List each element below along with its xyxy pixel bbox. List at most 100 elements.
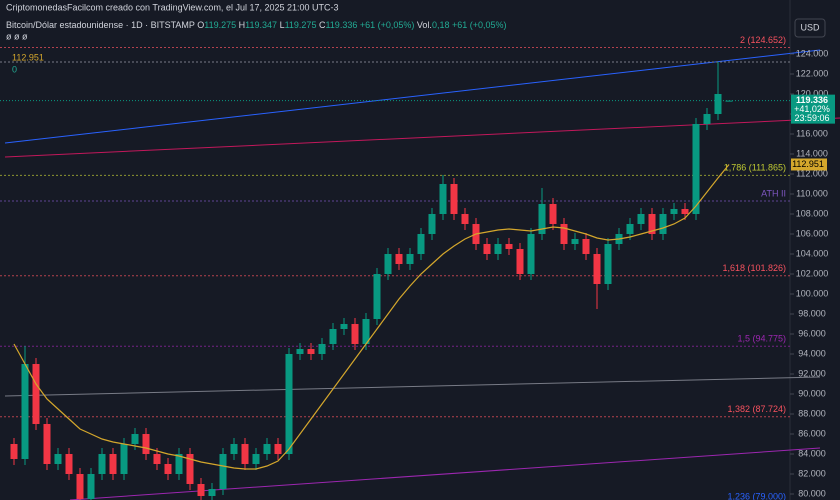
- candle-body: [714, 94, 722, 114]
- candle-body: [417, 234, 425, 254]
- candle-body: [296, 349, 304, 354]
- candle-body: [670, 209, 678, 214]
- candle-body: [131, 434, 139, 444]
- ohlc-value: 119.275: [204, 20, 236, 30]
- candle-body: [626, 224, 634, 234]
- candle-body: [494, 244, 502, 254]
- candle-body: [21, 364, 29, 459]
- candle-body: [604, 244, 612, 284]
- candle-body: [395, 254, 403, 264]
- y-tick-label: 110.000: [796, 188, 828, 198]
- candle-body: [593, 254, 601, 284]
- ohlc-value: 119.336: [325, 20, 357, 30]
- y-tick-label: 106.000: [796, 228, 829, 238]
- y-tick-label: 112.000: [796, 168, 828, 178]
- candle-body: [285, 354, 293, 454]
- ma-box: [791, 158, 827, 171]
- y-tick-label: 102.000: [796, 268, 829, 278]
- candle-body: [65, 454, 73, 474]
- candle-body: [428, 214, 436, 234]
- y-tick-label: 98.000: [798, 308, 826, 318]
- y-tick-label: 108.000: [796, 208, 829, 218]
- candle-body: [516, 249, 524, 274]
- candle-body: [692, 124, 700, 214]
- y-tick-label: 116.000: [796, 128, 828, 138]
- candle-body: [263, 444, 271, 454]
- candle-body: [582, 239, 590, 254]
- candle-body: [87, 474, 95, 499]
- candle-body: [241, 444, 249, 464]
- candle-body: [681, 209, 689, 214]
- y-tick-label: 96.000: [798, 328, 826, 338]
- candle-body: [527, 234, 535, 274]
- candle-body: [384, 254, 392, 274]
- last-change: +41,02%: [794, 104, 830, 114]
- ohlc-key: O: [197, 20, 204, 30]
- candle-body: [450, 184, 458, 214]
- trendline: [4, 376, 821, 397]
- volume-value: 0,18: [432, 20, 450, 30]
- y-tick-label: 104.000: [796, 248, 829, 258]
- candle-body: [659, 214, 667, 234]
- candle-body: [703, 114, 711, 124]
- candle-body: [109, 454, 117, 474]
- trendline: [4, 49, 821, 144]
- candle-body: [164, 464, 172, 474]
- candle-body: [230, 444, 238, 454]
- last-price: 119.336: [796, 95, 828, 105]
- indicator-value: 112.951: [12, 52, 44, 62]
- candle-body: [307, 349, 315, 354]
- candle-body: [142, 434, 150, 454]
- candle-body: [318, 344, 326, 354]
- ohlc-key: C: [319, 20, 326, 30]
- y-tick-label: 82.000: [798, 468, 826, 478]
- candle-body: [76, 474, 84, 499]
- y-tick-label: 120.000: [796, 88, 829, 98]
- symbol: Bitcoin/Dólar estadounidense · 1D · BITS…: [6, 20, 195, 30]
- candle-body: [538, 204, 546, 234]
- trendline: [69, 447, 821, 500]
- candle-body: [351, 324, 359, 344]
- y-tick-label: 86.000: [798, 428, 826, 438]
- candle-body: [373, 274, 381, 319]
- currency-button[interactable]: [794, 18, 826, 38]
- volume-key: Vol.: [417, 20, 432, 30]
- level-label: 1,618 (101.826): [722, 263, 786, 273]
- candle-body: [648, 214, 656, 234]
- y-tick-label: 124.000: [796, 48, 829, 58]
- candle-body: [406, 254, 414, 264]
- candle-body: [208, 489, 216, 496]
- candle-body: [175, 454, 183, 474]
- trendline: [4, 117, 840, 158]
- candle-body: [340, 324, 348, 329]
- ohlc-value: 119.347: [245, 20, 277, 30]
- candle-body: [32, 364, 40, 424]
- candle-body: [186, 454, 194, 484]
- y-tick-label: 122.000: [796, 68, 829, 78]
- ma-value: 112.951: [792, 159, 824, 169]
- y-tick-label: 92.000: [798, 368, 826, 378]
- candle-body: [153, 454, 161, 464]
- level-label: 1,786 (111.865): [724, 163, 786, 173]
- candle-body: [252, 454, 260, 464]
- plot: 124.000122.000120.000118.000116.000114.0…: [0, 35, 835, 500]
- indicator-value: 0: [12, 64, 17, 74]
- level-label: 2 (124.652): [740, 35, 786, 45]
- visibility-icons[interactable]: ø ø ø: [6, 31, 28, 41]
- last-price-box: [791, 94, 835, 124]
- ohlc-line: Bitcoin/Dólar estadounidense · 1D · BITS…: [6, 20, 507, 30]
- candle-body: [54, 454, 62, 464]
- candle-body: [43, 424, 51, 464]
- change: +61 (+0,05%): [360, 20, 415, 30]
- y-tick-label: 80.000: [798, 488, 826, 498]
- volume-change: +61 (+0,05%): [452, 20, 507, 30]
- candle-body: [439, 184, 447, 214]
- y-tick-label: 100.000: [796, 288, 829, 298]
- level-label: ATH II: [761, 188, 786, 198]
- y-tick-label: 88.000: [798, 408, 826, 418]
- candle-body: [571, 239, 579, 244]
- candle-body: [10, 444, 18, 459]
- level-label: 1,382 (87.724): [727, 404, 786, 414]
